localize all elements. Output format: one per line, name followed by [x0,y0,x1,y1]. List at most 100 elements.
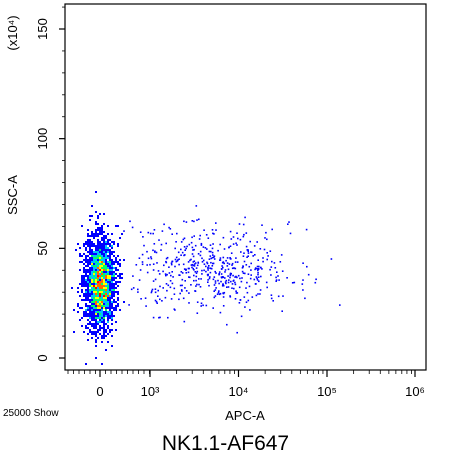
event-dot [91,317,93,319]
event-dot [87,263,89,265]
event-dot [101,313,103,315]
event-dot [91,261,93,263]
event-dot [265,281,268,284]
event-dot [91,285,93,287]
event-dot [166,289,168,292]
event-dot [107,257,109,259]
event-dot [97,289,99,291]
event-dot [87,315,89,317]
event-dot [228,279,230,281]
event-dot [289,232,292,235]
event-dot [97,217,99,219]
event-dot [222,261,225,263]
event-dot [247,250,249,253]
event-dot [132,287,135,289]
event-dot [79,261,81,263]
event-dot [154,251,156,253]
event-dot [95,287,97,289]
event-dot [171,260,173,263]
event-dot [77,303,79,305]
event-dot [87,299,89,301]
event-dot [89,301,91,303]
event-dot [97,239,99,241]
event-dot [273,262,276,264]
event-dot [91,283,93,285]
event-dot [254,283,257,285]
event-dot [212,278,215,281]
event-dot [174,265,176,268]
event-dot [85,327,87,329]
event-dot [183,237,186,240]
event-dot [87,243,89,245]
event-dot [97,321,99,323]
event-dot [89,283,91,285]
event-dot [99,295,101,297]
event-dot [99,311,101,313]
event-dot [105,311,107,313]
event-dot [87,251,89,253]
event-dot [219,257,222,259]
event-dot [79,253,81,255]
event-dot [105,287,107,289]
event-dot [79,283,81,285]
x-axis: 0 10³ 10⁴ 10⁵ 10⁶ [67,370,425,399]
event-dot [157,289,159,292]
event-dot [191,236,193,239]
event-dot [89,291,91,293]
event-dot [99,293,101,295]
event-dot [101,281,103,283]
event-dot [89,271,91,273]
event-dot [91,255,93,257]
event-dot [95,317,97,319]
event-dot [270,297,273,300]
event-dot [103,293,105,295]
event-dot [81,317,83,319]
event-dot [113,275,115,277]
event-dot [119,265,121,267]
event-dot [85,257,87,259]
event-dot [196,264,199,267]
event-dot [165,257,168,260]
event-dot [180,248,182,251]
event-dot [85,275,87,277]
event-dot [212,262,215,265]
event-dot [91,245,93,247]
event-dot [278,279,280,281]
event-dot [101,251,103,253]
event-dot [236,244,238,246]
event-dot [75,249,77,251]
event-dot [91,233,93,235]
event-dot [101,253,103,255]
event-dot [245,232,248,234]
event-dot [103,267,105,269]
event-dot [89,249,91,251]
event-dot [85,273,87,275]
event-dot [95,249,97,251]
event-dot [177,251,180,254]
event-dot [99,333,101,335]
event-dot [243,260,246,263]
event-dot [101,315,103,317]
event-dot [282,295,284,297]
event-dot [93,287,95,289]
event-dot [107,283,109,285]
event-dot [249,277,252,280]
event-dot [99,315,101,317]
event-dot [83,245,85,247]
event-dot [138,279,141,281]
event-dot [259,289,262,291]
event-dot [109,289,111,291]
event-dot [169,280,172,282]
event-dot [101,311,103,313]
event-dot [257,269,259,272]
event-dot [95,251,97,253]
event-dot [109,249,111,251]
event-dot [73,309,75,311]
event-dot [216,293,219,295]
event-dot [85,313,87,315]
event-dot [227,286,230,288]
event-dot [93,273,95,275]
event-dot [87,255,89,257]
event-dot [95,253,97,255]
event-dot [91,263,93,265]
